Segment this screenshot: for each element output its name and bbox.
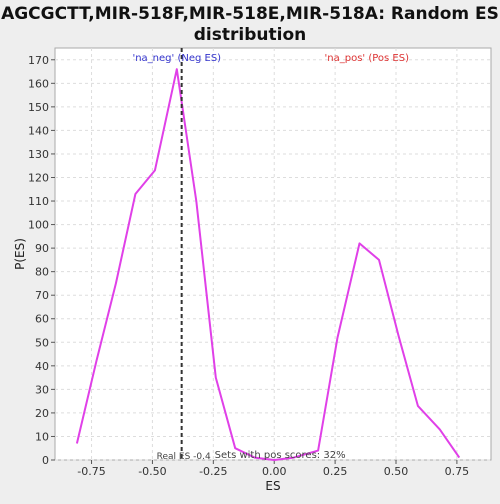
- y-tick-label: 130: [28, 148, 49, 161]
- y-tick-label: 70: [35, 289, 49, 302]
- x-tick-label: 0.75: [445, 465, 470, 478]
- y-tick-label: 160: [28, 77, 49, 90]
- pos-scores-label: Sets with pos scores: 32%: [215, 450, 346, 461]
- x-tick-label: -0.75: [77, 465, 105, 478]
- x-tick-label: 0.50: [384, 465, 409, 478]
- y-tick-label: 100: [28, 219, 49, 232]
- y-tick-label: 140: [28, 124, 49, 137]
- x-tick-label: 0.25: [323, 465, 348, 478]
- axes: 0 10 20 30 40 50 60 70 80 90 100 110 120 130 140 150 160…: [28, 54, 469, 478]
- y-axis-label: P(ES): [13, 238, 27, 270]
- y-tick-label: 80: [35, 266, 49, 279]
- y-tick-label: 40: [35, 360, 49, 373]
- grid: [55, 48, 491, 461]
- y-tick-label: 0: [42, 454, 49, 467]
- y-tick-label: 110: [28, 195, 49, 208]
- x-tick-label: -0.25: [199, 465, 227, 478]
- y-tick-label: 50: [35, 336, 49, 349]
- chart-title-line-1: AGCGCTT,MIR-518F,MIR-518E,MIR-518A: Rand…: [1, 4, 499, 24]
- y-tick-label: 10: [35, 430, 49, 443]
- x-axis-label: ES: [265, 479, 280, 493]
- y-tick-label: 150: [28, 101, 49, 114]
- pos-es-label: 'na_pos' (Pos ES): [325, 53, 410, 64]
- neg-es-label: 'na_neg' (Neg ES): [132, 53, 221, 64]
- real-es-label: Real ES -0.4: [157, 452, 211, 462]
- plot-area: [54, 47, 492, 461]
- y-tick-label: 20: [35, 407, 49, 420]
- y-tick-label: 30: [35, 383, 49, 396]
- x-tick-label: -0.50: [138, 465, 166, 478]
- y-tick-label: 170: [28, 54, 49, 67]
- y-tick-label: 120: [28, 171, 49, 184]
- chart-title-line-2: distribution: [194, 25, 306, 45]
- x-tick-label: 0.00: [262, 465, 287, 478]
- y-tick-label: 90: [35, 242, 49, 255]
- y-tick-label: 60: [35, 313, 49, 326]
- series-line: [75, 68, 461, 461]
